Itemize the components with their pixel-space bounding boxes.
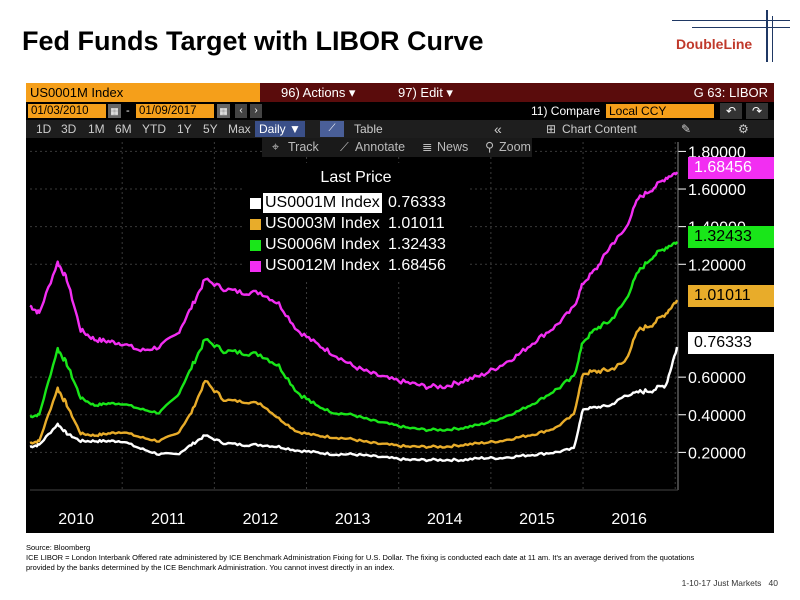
- y-tick-label: 0.40000: [688, 408, 746, 425]
- footer-date: 1-10-17 Just Markets: [681, 578, 762, 588]
- doubleline-logo: DoubleLine: [672, 10, 790, 62]
- terminal-header-bar: US0001M Index 96) Actions ▾ 97) Edit ▾ G…: [26, 83, 774, 102]
- end-date-field[interactable]: 01/09/2017: [136, 104, 214, 118]
- table-button[interactable]: Table: [354, 122, 383, 136]
- legend-swatch: [250, 219, 261, 230]
- series-line: [29, 299, 679, 449]
- legend-value: 1.68456: [388, 257, 446, 274]
- x-tick-label: 2014: [427, 511, 463, 528]
- period-5y[interactable]: 5Y: [203, 122, 218, 136]
- start-calendar-icon[interactable]: ▦: [108, 104, 121, 118]
- y-tick-label: 0.60000: [688, 370, 746, 387]
- y-tick-label: 1.20000: [688, 257, 746, 274]
- edit-menu[interactable]: 97) Edit ▾: [398, 85, 453, 100]
- last-value-badge-us0001m: 0.76333: [688, 332, 774, 354]
- note-line-1: ICE LIBOR = London Interbank Offered rat…: [26, 553, 695, 562]
- x-tick-label: 2015: [519, 511, 555, 528]
- x-tick-label: 2016: [611, 511, 647, 528]
- y-tick-label: 0.20000: [688, 445, 746, 462]
- gear-icon[interactable]: ⚙: [738, 122, 749, 136]
- currency-select[interactable]: Local CCY: [606, 104, 714, 118]
- line-chart-icon[interactable]: ⟋: [320, 121, 344, 137]
- last-value-badge-us0006m: 1.32433: [688, 226, 774, 248]
- redo-icon[interactable]: ↷: [746, 103, 768, 119]
- x-tick-label: 2013: [335, 511, 371, 528]
- compare-button[interactable]: 11) Compare: [531, 104, 601, 118]
- legend-name: US0012M Index: [265, 257, 380, 274]
- period-6m[interactable]: 6M: [115, 122, 132, 136]
- period-1y[interactable]: 1Y: [177, 122, 192, 136]
- collapse-button[interactable]: «: [494, 121, 502, 137]
- period-1d[interactable]: 1D: [36, 122, 52, 136]
- last-value-badge-us0003m: 1.01011: [688, 285, 774, 307]
- chart-legend: Last Price US0001M Index 0.76333 US0003M…: [242, 163, 470, 281]
- page-title: Fed Funds Target with LIBOR Curve: [22, 26, 484, 56]
- annotate-button[interactable]: Annotate: [355, 140, 406, 154]
- annotate-icon[interactable]: ⟋: [340, 140, 349, 154]
- legend-name: US0006M Index: [265, 236, 380, 253]
- bloomberg-terminal: US0001M Index 96) Actions ▾ 97) Edit ▾ G…: [26, 83, 774, 533]
- chevron-right-icon[interactable]: ›: [250, 104, 262, 118]
- chevron-left-icon[interactable]: ‹: [235, 104, 247, 118]
- note-line-2: provided by the banks determined by the …: [26, 563, 395, 572]
- series-line: [29, 241, 679, 433]
- y-tick-label: 1.60000: [688, 182, 746, 199]
- start-date-field[interactable]: 01/03/2010: [28, 104, 106, 118]
- date-range-bar: 01/03/2010 ▦ - 01/09/2017 ▦ ‹ › 11) Comp…: [26, 102, 774, 120]
- undo-icon[interactable]: ↶: [720, 103, 742, 119]
- track-button[interactable]: Track: [288, 140, 319, 154]
- source-notes: Source: Bloomberg ICE LIBOR = London Int…: [26, 543, 766, 573]
- legend-value: 1.32433: [388, 236, 446, 253]
- date-separator: -: [126, 105, 130, 117]
- zoom-button[interactable]: Zoom: [499, 140, 531, 154]
- legend-swatch: [250, 198, 261, 209]
- series-line: [29, 171, 679, 390]
- x-tick-label: 2012: [243, 511, 279, 528]
- track-icon[interactable]: ⌖: [272, 140, 280, 154]
- legend-title: Last Price: [320, 169, 392, 186]
- series-line: [29, 346, 679, 463]
- legend-value: 0.76333: [388, 194, 446, 211]
- period-ytd[interactable]: YTD: [142, 122, 166, 136]
- actions-menu[interactable]: 96) Actions ▾: [281, 85, 356, 100]
- slide-footer: 1-10-17 Just Markets 40: [682, 578, 778, 588]
- legend-swatch: [250, 261, 261, 272]
- libor-chart: 0.200000.400000.600001.200001.400001.600…: [29, 142, 746, 528]
- legend-name: US0001M Index: [263, 193, 382, 213]
- chart-code: G 63: LIBOR: [693, 85, 768, 100]
- news-icon[interactable]: ≣: [422, 140, 433, 154]
- logo-text: DoubleLine: [676, 36, 753, 52]
- last-value-badge-us0012m: 1.68456: [688, 157, 774, 179]
- chart-tools-bar: ⌖ Track ⟋ Annotate ≣ News ⚲ Zoom: [262, 138, 532, 157]
- period-max[interactable]: Max: [228, 122, 251, 136]
- x-tick-label: 2010: [58, 511, 94, 528]
- end-calendar-icon[interactable]: ▦: [217, 104, 230, 118]
- legend-name: US0003M Index: [265, 215, 380, 232]
- zoom-icon[interactable]: ⚲: [485, 140, 495, 154]
- frequency-select[interactable]: Daily ▼: [255, 121, 305, 137]
- edit-chart-icon[interactable]: ✎: [681, 122, 692, 136]
- page-number: 40: [768, 578, 778, 588]
- legend-value: 1.01011: [388, 215, 445, 232]
- x-tick-label: 2011: [151, 511, 186, 528]
- news-button[interactable]: News: [437, 140, 469, 154]
- source-line: Source: Bloomberg: [26, 543, 91, 552]
- period-1m[interactable]: 1M: [88, 122, 105, 136]
- ticker-input[interactable]: US0001M Index: [26, 83, 260, 102]
- chart-content-button[interactable]: Chart Content: [562, 122, 637, 136]
- legend-swatch: [250, 240, 261, 251]
- period-3d[interactable]: 3D: [61, 122, 77, 136]
- chart-content-icon[interactable]: ⊞: [546, 122, 557, 136]
- period-bar: 1D 3D 1M 6M YTD 1Y 5Y Max Daily ▼ ⟋ Tabl…: [26, 120, 774, 138]
